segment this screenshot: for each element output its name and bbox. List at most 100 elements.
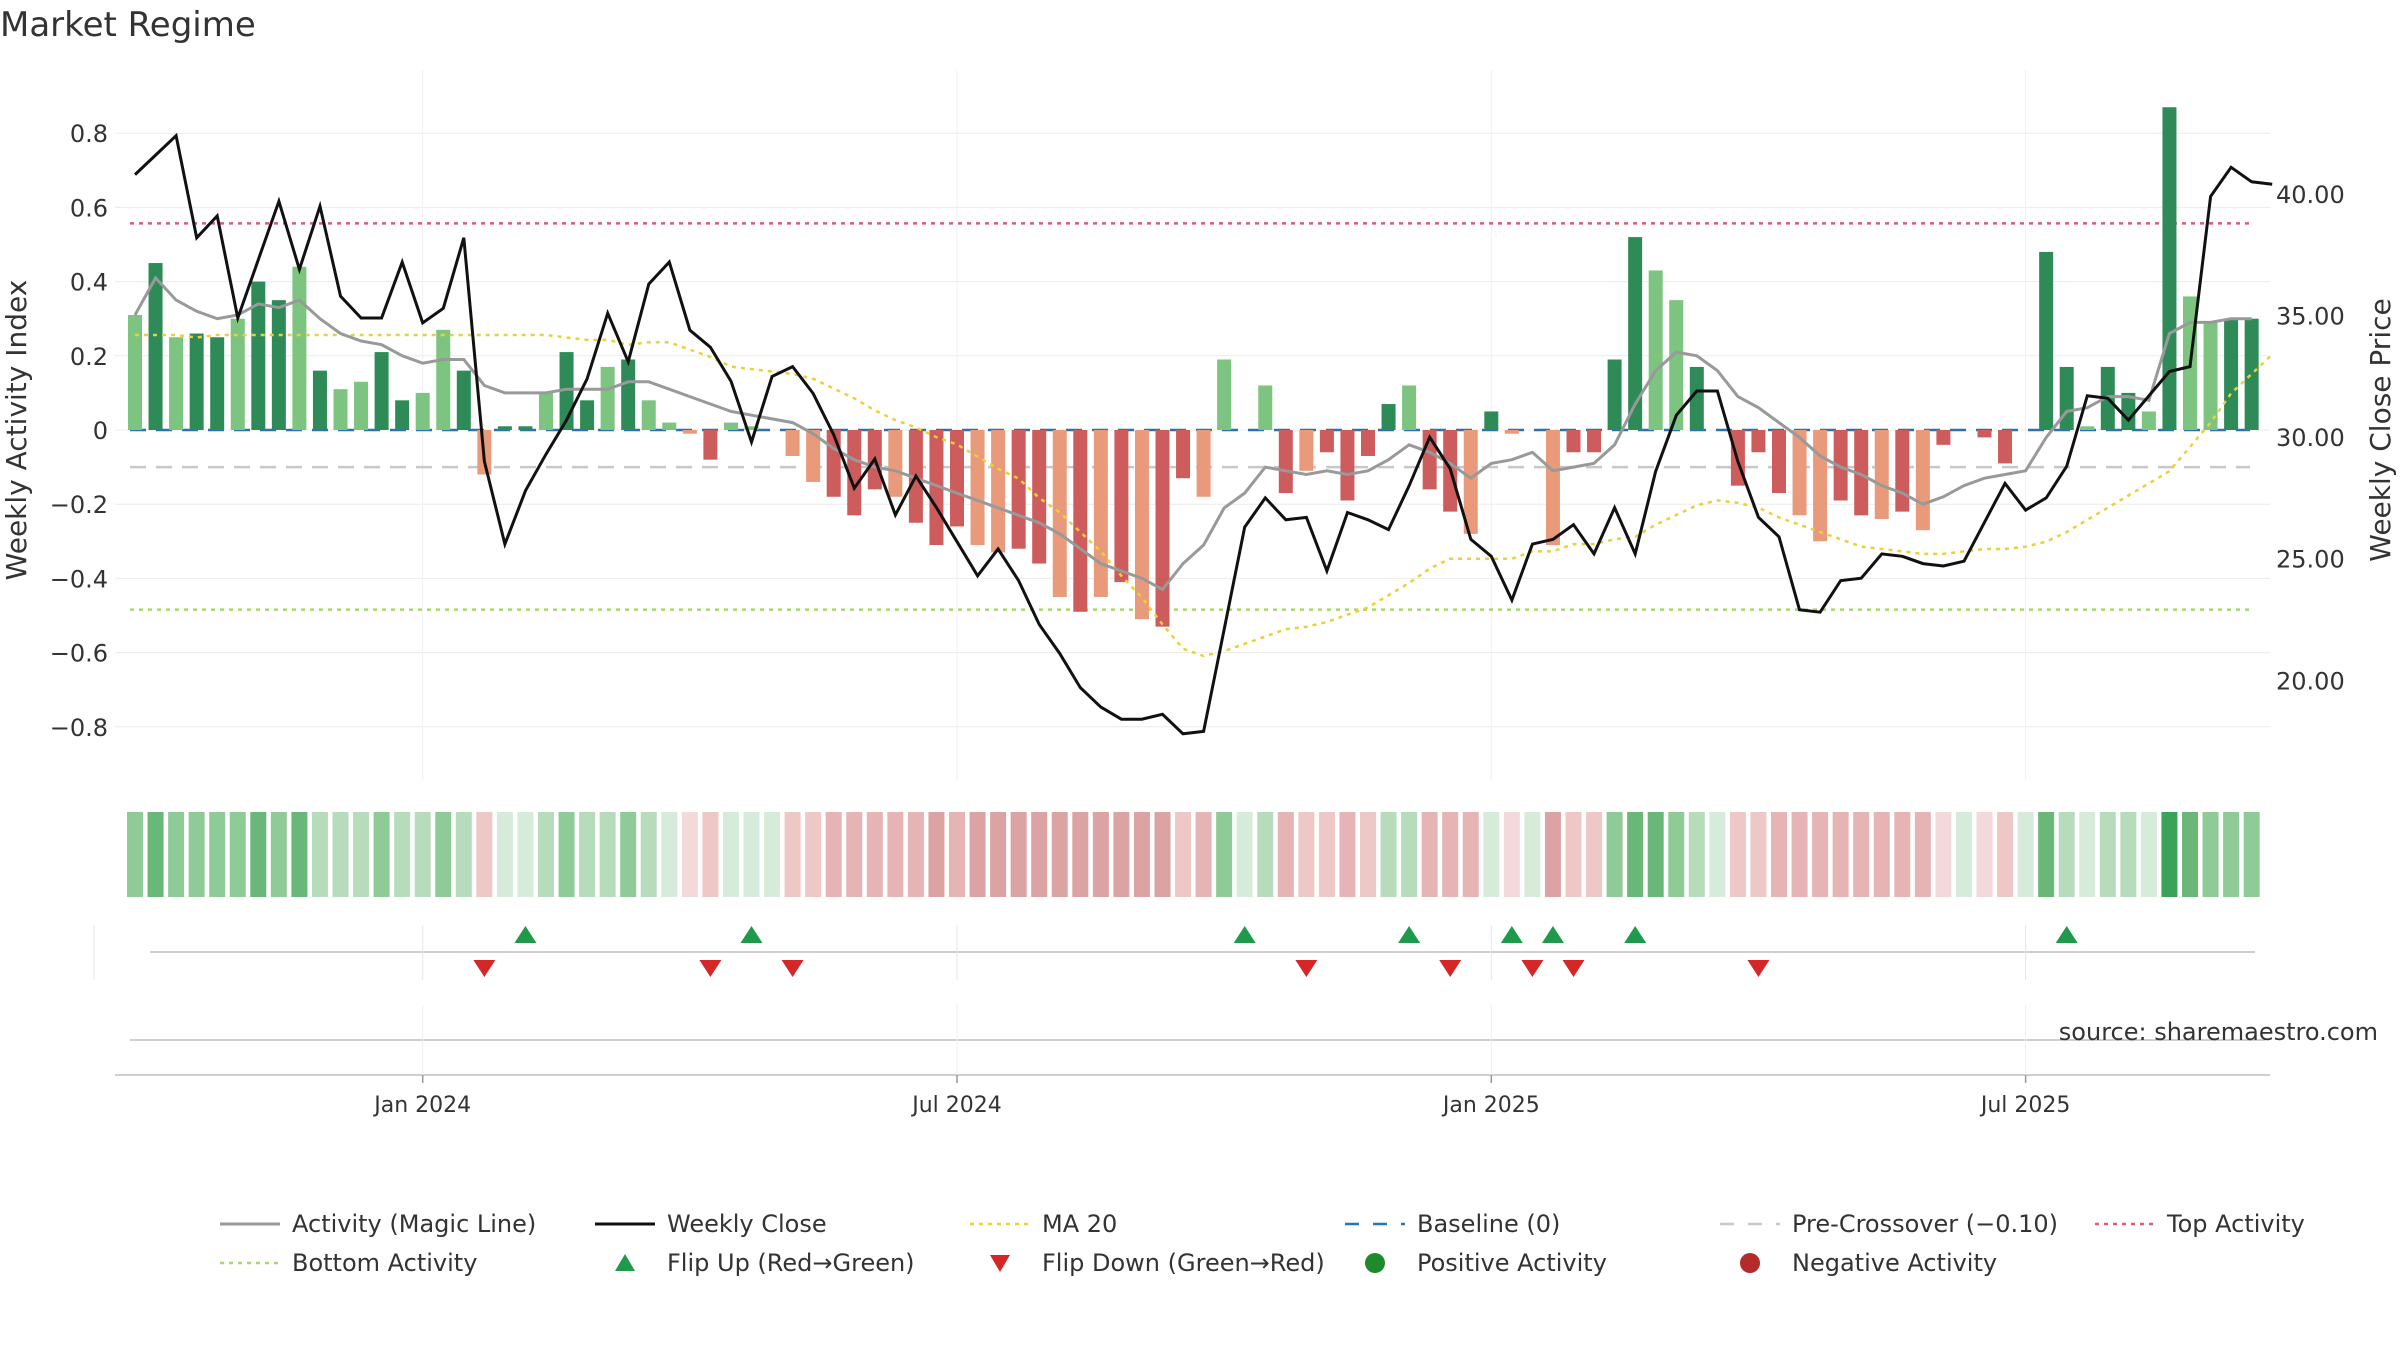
regime-cell: [373, 812, 390, 897]
activity-bar: [1319, 430, 1334, 453]
regime-cell: [332, 812, 349, 897]
activity-bar: [456, 370, 471, 430]
activity-bar: [271, 300, 286, 430]
left-tick-label: −0.8: [50, 714, 108, 742]
legend-label: Weekly Close: [667, 1210, 827, 1238]
regime-cell: [1113, 812, 1130, 897]
regime-cell: [1729, 812, 1746, 897]
activity-bar: [1854, 430, 1869, 516]
activity-bar: [1566, 430, 1581, 453]
activity-bar: [2224, 318, 2239, 430]
regime-cell: [1421, 812, 1438, 897]
legend-item: Positive Activity: [1365, 1249, 1607, 1277]
flip-up-marker: [740, 926, 763, 943]
legend-label: Positive Activity: [1417, 1249, 1607, 1277]
regime-cell: [1380, 812, 1397, 897]
activity-bar: [991, 430, 1006, 553]
activity-bar: [744, 426, 759, 430]
regime-cell: [1688, 812, 1705, 897]
regime-cell: [1668, 812, 1685, 897]
right-tick-label: 20.00: [2276, 667, 2345, 695]
flip-down-marker: [473, 960, 496, 977]
regime-cell: [743, 812, 760, 897]
regime-cell: [2202, 812, 2219, 897]
right-axis: 40.00 35.00 30.00 25.00 20.00: [2276, 181, 2345, 695]
right-tick-label: 40.00: [2276, 181, 2345, 209]
legend-label: Pre-Crossover (−0.10): [1792, 1210, 2058, 1238]
regime-cell: [1812, 812, 1829, 897]
regime-cell: [866, 812, 883, 897]
activity-bar: [600, 366, 615, 430]
activity-bar: [148, 263, 163, 430]
regime-cell: [1955, 812, 1972, 897]
activity-bar: [333, 389, 348, 430]
legend-item: Weekly Close: [595, 1210, 827, 1238]
flip-down-marker: [1747, 960, 1770, 977]
activity-bar: [1217, 359, 1232, 430]
flip-up-marker: [1541, 926, 1564, 943]
activity-bar: [1114, 430, 1129, 583]
regime-cell: [949, 812, 965, 897]
activity-bar: [1669, 300, 1684, 430]
activity-bars: [128, 107, 2259, 627]
legend-item: Activity (Magic Line): [220, 1210, 536, 1238]
left-axis: 0.8 0.6 0.4 0.2 0 −0.2 −0.4 −0.6 −0.8: [50, 120, 108, 742]
regime-cell: [1873, 812, 1890, 897]
left-tick-label: 0.6: [70, 194, 108, 222]
chart-title: Market Regime: [0, 5, 256, 45]
regime-cell: [681, 812, 698, 897]
regime-cell: [1935, 812, 1952, 897]
activity-bar: [1176, 430, 1191, 479]
legend-label: Flip Up (Red→Green): [667, 1249, 915, 1277]
regime-cell: [1853, 812, 1870, 897]
legend-label: Top Activity: [2166, 1210, 2305, 1238]
magic-line: [133, 275, 2252, 592]
regime-cell: [928, 812, 945, 897]
regime-cell: [579, 812, 596, 897]
activity-bar: [723, 422, 738, 430]
activity-bar: [1463, 430, 1478, 534]
right-tick-label: 35.00: [2276, 303, 2345, 331]
activity-bar: [1977, 430, 1992, 438]
weekly-close-line: [133, 132, 2273, 736]
activity-bar: [518, 426, 533, 430]
activity-bar: [1299, 430, 1314, 471]
activity-bar: [2080, 426, 2095, 430]
regime-cell: [1606, 812, 1623, 897]
regime-cell: [2140, 812, 2157, 897]
regime-cell: [1072, 812, 1089, 897]
regime-cell: [209, 812, 226, 897]
legend-item: MA 20: [970, 1210, 1117, 1238]
activity-bar: [2244, 318, 2259, 430]
regime-cell: [2161, 812, 2178, 897]
legend-swatch: [1365, 1253, 1385, 1273]
flip-up-marker: [1233, 926, 1256, 943]
activity-bar: [826, 430, 841, 497]
activity-bar: [1484, 411, 1499, 430]
activity-bar: [1381, 404, 1396, 430]
x-tick-label: Jan 2024: [372, 1093, 471, 1118]
activity-bar: [1915, 430, 1930, 531]
regime-cell: [2120, 812, 2137, 897]
left-tick-label: 0.4: [70, 269, 108, 297]
legend-label: Activity (Magic Line): [292, 1210, 536, 1238]
activity-bar: [1874, 430, 1889, 520]
regime-cell: [1709, 812, 1726, 897]
regime-cell: [517, 812, 534, 897]
regime-cell: [353, 812, 370, 897]
regime-cell: [291, 812, 308, 897]
regime-cell: [414, 812, 431, 897]
regime-cell: [1236, 812, 1253, 897]
x-tick-label: Jul 2024: [910, 1093, 1002, 1118]
activity-bar: [621, 359, 636, 430]
left-tick-label: 0.8: [70, 120, 108, 148]
left-axis-label: Weekly Activity Index: [0, 280, 33, 581]
regime-cell: [2243, 812, 2260, 897]
activity-bar: [1196, 430, 1211, 497]
regime-cell: [1031, 812, 1048, 897]
left-tick-label: −0.6: [50, 640, 108, 668]
right-axis-label: Weekly Close Price: [2364, 298, 2397, 561]
activity-bar: [1258, 385, 1273, 430]
activity-bar: [1052, 430, 1067, 597]
